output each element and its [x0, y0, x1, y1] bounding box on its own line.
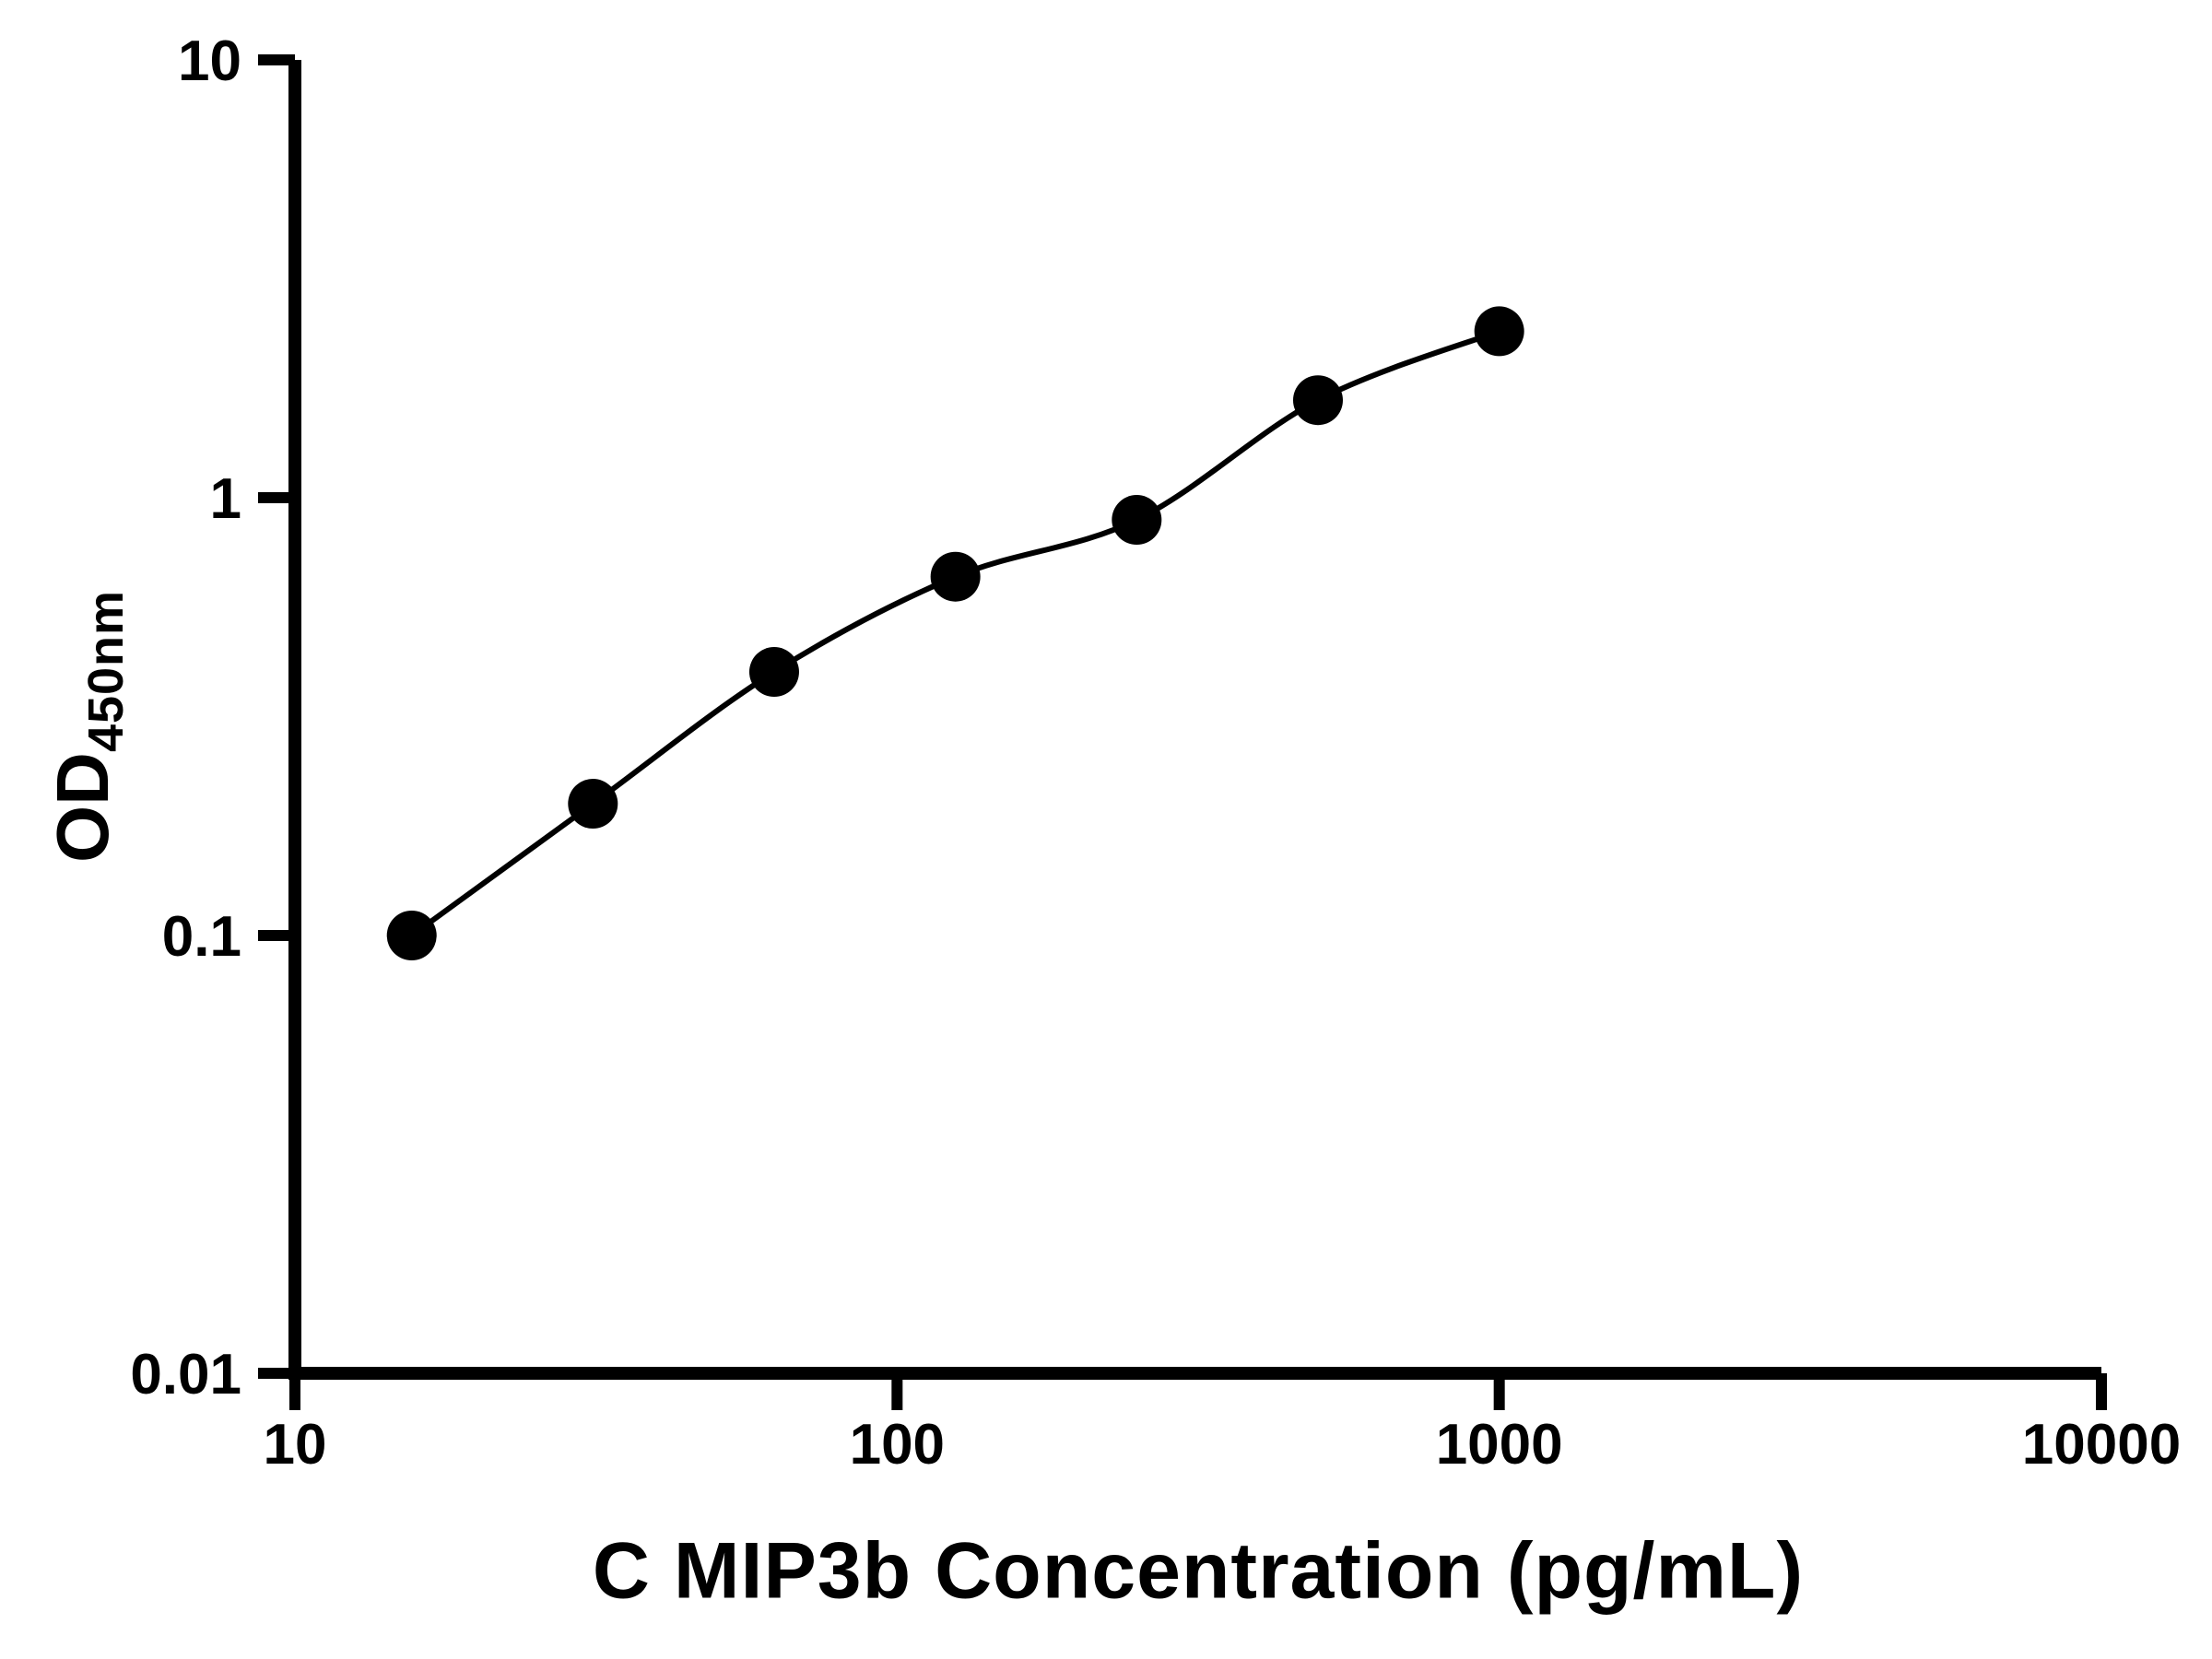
y-axis-tick-label: 0.01 [130, 1343, 241, 1406]
data-point [748, 647, 799, 698]
data-point [1292, 375, 1343, 426]
fit-curve [409, 328, 1500, 938]
data-point [930, 551, 981, 602]
x-axis-tick-label: 10 [264, 1413, 327, 1477]
axes-line [288, 60, 2101, 1380]
data-point [386, 911, 437, 960]
data-point [1112, 495, 1162, 546]
y-axis-title-main: OD [41, 752, 124, 864]
y-axis-tick-label: 0.1 [162, 905, 241, 969]
y-axis-tick-label: 10 [178, 29, 241, 93]
x-axis-tick-label: 1000 [1436, 1413, 1563, 1477]
x-axis-title: C MIP3b Concentration (pg/mL) [592, 1526, 1805, 1616]
y-axis-tick-label: 1 [210, 467, 241, 531]
data-point [1474, 306, 1524, 357]
data-point [568, 779, 618, 830]
x-axis-tick-label: 100 [850, 1413, 945, 1477]
y-axis-title: OD450nm [41, 590, 135, 863]
x-axis-tick-label: 10000 [2022, 1413, 2181, 1477]
y-axis-title-subscript: 450nm [78, 589, 134, 753]
